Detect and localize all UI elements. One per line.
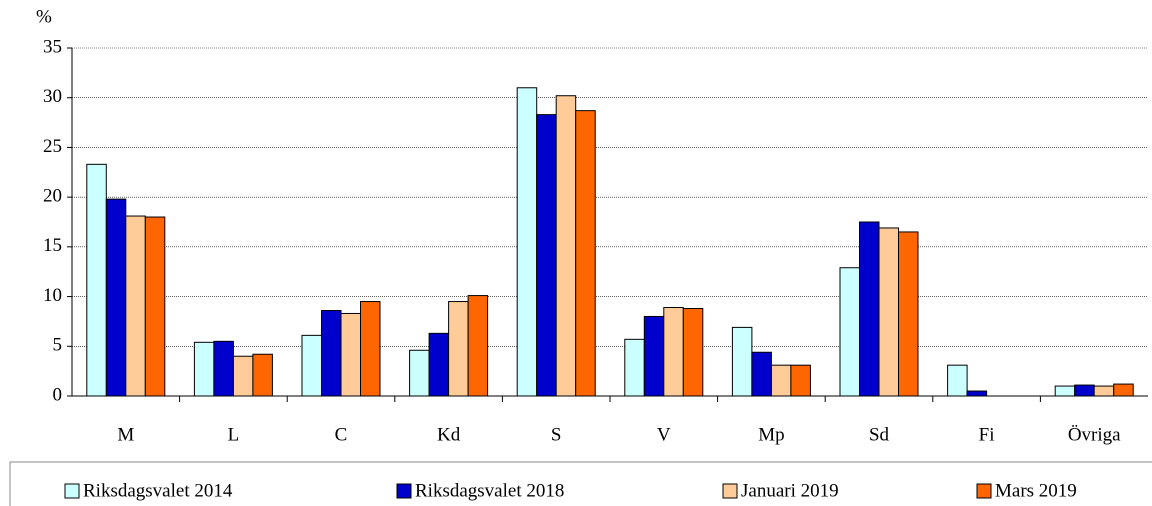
y-axis-label: % (36, 6, 52, 27)
bar (448, 301, 469, 397)
bar (105, 198, 127, 397)
legend-label: Riksdagsvalet 2014 (83, 480, 233, 501)
y-tick-label: 5 (53, 335, 63, 356)
legend-label: Riksdagsvalet 2018 (415, 480, 564, 501)
bar (770, 364, 792, 397)
bar (878, 227, 899, 397)
x-tick-label: Övriga (1068, 424, 1121, 445)
bar (751, 351, 772, 397)
bar (516, 87, 538, 397)
bar (966, 390, 988, 397)
y-tick-label: 20 (43, 186, 62, 207)
y-tick-label: 30 (43, 86, 62, 107)
bar (643, 315, 665, 397)
y-tick-label: 0 (53, 384, 63, 405)
bar (1074, 384, 1095, 397)
bar (213, 340, 234, 397)
x-tick-label: Mp (758, 424, 784, 445)
y-tick-label: 25 (43, 136, 62, 157)
bar (125, 215, 146, 397)
x-tick-label: S (551, 424, 562, 445)
legend-swatch (64, 483, 80, 499)
x-tick-label: C (335, 424, 348, 445)
x-tick-label: L (228, 424, 240, 445)
legend-label: Januari 2019 (741, 480, 839, 501)
bar (467, 295, 489, 397)
y-tick-label: 15 (43, 235, 62, 256)
bar (1093, 385, 1115, 397)
bar (624, 338, 645, 397)
bar (428, 332, 450, 397)
bar (682, 308, 704, 397)
bar (144, 216, 166, 397)
legend-swatch (396, 483, 412, 499)
x-tick-label: V (657, 424, 671, 445)
bar (536, 114, 557, 397)
bar (409, 349, 430, 397)
bar (731, 326, 753, 397)
legend-swatch (722, 483, 738, 499)
bar (859, 221, 880, 397)
legend-swatch (976, 483, 992, 499)
bar (663, 307, 684, 397)
bar (232, 355, 254, 397)
y-tick-label: 35 (43, 36, 62, 57)
bar (321, 309, 342, 397)
x-tick-label: Kd (437, 424, 461, 445)
bar (301, 334, 322, 397)
x-tick-label: M (117, 424, 134, 445)
bar (1113, 383, 1134, 397)
x-tick-label: Fi (979, 424, 995, 445)
bar (790, 364, 811, 397)
y-tick-label: 10 (43, 285, 62, 306)
legend-label: Mars 2019 (995, 480, 1077, 501)
bar (86, 163, 107, 397)
bar (252, 353, 273, 397)
x-tick-label: Sd (869, 424, 890, 445)
bar (898, 231, 919, 397)
bar (340, 312, 361, 397)
bar (555, 95, 577, 397)
bar (360, 301, 381, 397)
bar (947, 364, 968, 397)
bar (575, 110, 596, 397)
bar (839, 267, 860, 397)
bar (193, 341, 215, 397)
bar (1054, 385, 1076, 397)
